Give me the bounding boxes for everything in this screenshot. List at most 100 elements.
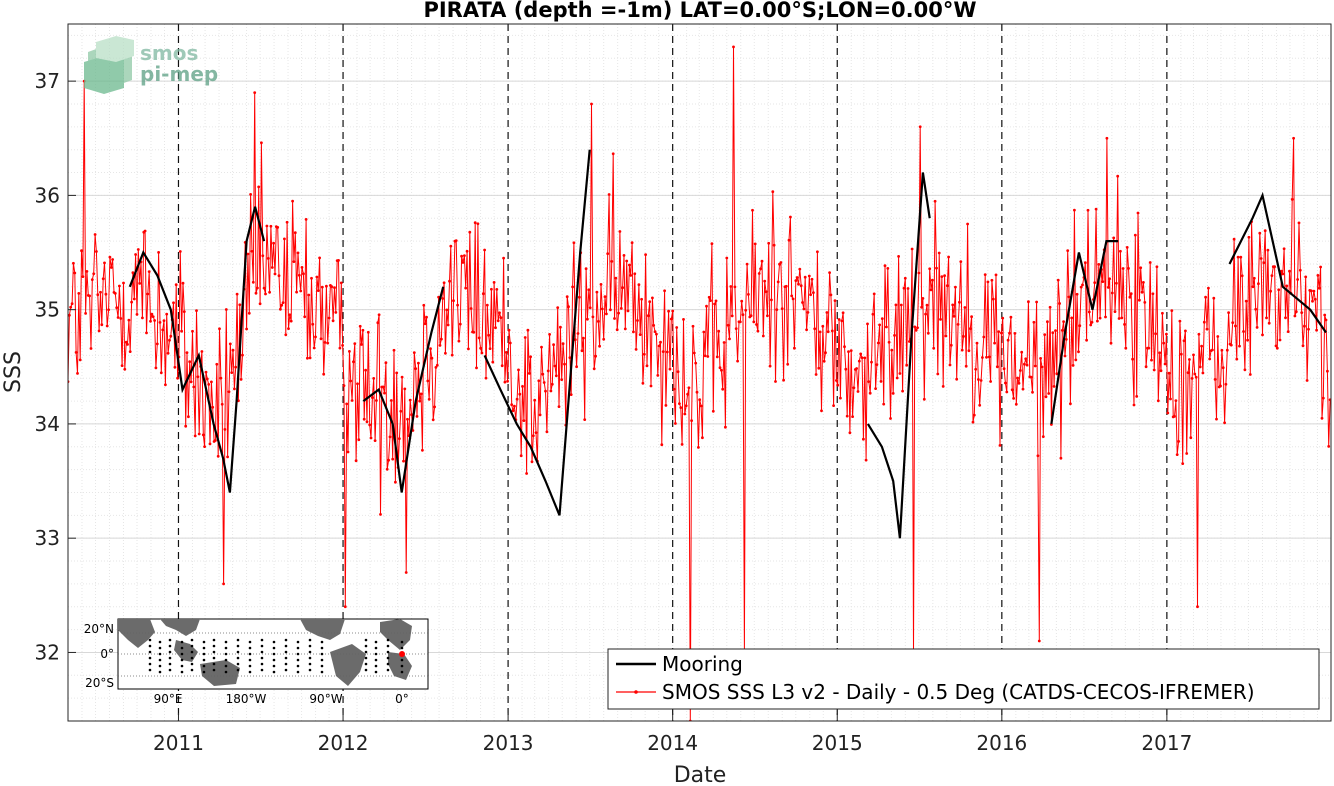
smos-point	[866, 322, 869, 326]
inset-buoy-dot	[364, 638, 368, 642]
inset-buoy-dot	[284, 644, 288, 648]
smos-point	[207, 383, 211, 386]
inset-buoy-dot	[272, 670, 276, 674]
inset-buoy-dot	[296, 664, 300, 668]
smos-point	[902, 286, 906, 290]
smos-point	[981, 356, 984, 359]
smos-point	[80, 249, 83, 253]
smos-point	[845, 414, 849, 418]
smos-point	[753, 242, 757, 246]
smos-point	[841, 311, 845, 315]
inset-buoy-dot	[308, 638, 312, 642]
smos-point	[368, 423, 372, 427]
smos-point	[465, 249, 469, 253]
smos-point	[1031, 390, 1034, 394]
smos-point	[812, 291, 815, 294]
smos-point	[1178, 319, 1182, 323]
smos-point	[1115, 281, 1118, 285]
smos-point	[414, 367, 418, 370]
smos-point	[214, 439, 217, 442]
inset-buoy-dot	[320, 646, 324, 650]
smos-point	[195, 309, 198, 312]
smos-point	[433, 405, 436, 409]
smos-point	[1008, 331, 1011, 335]
y-tick-label: 34	[35, 412, 60, 436]
smos-point	[1232, 237, 1236, 241]
smos-point	[284, 333, 288, 337]
smos-point	[1135, 395, 1139, 398]
smos-point	[384, 361, 388, 365]
smos-point	[504, 351, 508, 354]
smos-point	[312, 346, 316, 350]
smos-point	[218, 327, 221, 331]
smos-point	[1175, 453, 1179, 456]
smos-point	[323, 341, 327, 344]
smos-point	[136, 248, 140, 251]
smos-point	[484, 376, 488, 380]
smos-point	[430, 356, 434, 360]
smos-point	[74, 351, 78, 354]
logo-text-smos: smos	[140, 41, 198, 65]
smos-point	[645, 364, 649, 368]
smos-point	[1101, 280, 1105, 283]
smos-point	[862, 437, 865, 441]
inset-buoy-dot	[364, 650, 368, 654]
smos-point	[348, 350, 351, 353]
smos-point	[1265, 316, 1268, 320]
smos-point	[127, 318, 131, 322]
smos-point	[130, 300, 134, 304]
smos-point	[1315, 328, 1318, 332]
smos-point	[77, 292, 81, 295]
smos-point	[522, 419, 526, 422]
smos-point	[1121, 267, 1125, 270]
smos-point	[1174, 399, 1178, 402]
smos-point	[1064, 338, 1068, 341]
smos-point	[1294, 310, 1298, 314]
inset-buoy-dot	[296, 658, 300, 662]
smos-point	[150, 312, 154, 316]
smos-point	[1262, 261, 1266, 265]
smos-point	[1301, 344, 1305, 348]
smos-point	[871, 312, 875, 316]
smos-point	[1208, 357, 1212, 361]
smos-point	[1147, 346, 1151, 350]
smos-point	[1005, 390, 1009, 394]
smos-point	[356, 382, 359, 386]
y-axis-label: SSS	[1, 351, 26, 393]
smos-point	[1159, 369, 1163, 373]
smos-point	[711, 409, 715, 413]
smos-point	[705, 304, 708, 308]
smos-point	[916, 326, 919, 330]
smos-point	[717, 329, 721, 333]
smos-point	[676, 370, 680, 374]
smos-point	[883, 264, 887, 268]
smos-point	[1257, 282, 1260, 286]
smos-point	[789, 215, 792, 219]
smos-point	[918, 125, 922, 129]
smos-point	[276, 226, 280, 229]
smos-point	[104, 292, 108, 296]
smos-point	[1127, 267, 1130, 270]
smos-point	[1018, 369, 1022, 372]
inset-buoy-dot	[236, 638, 240, 642]
smos-point	[622, 254, 626, 257]
x-tick-label: 2016	[976, 731, 1027, 755]
smos-point	[1051, 331, 1055, 335]
smos-point	[714, 299, 718, 303]
smos-point	[345, 402, 349, 406]
inset-buoy-dot	[148, 650, 152, 654]
mooring-line-segment	[362, 286, 445, 493]
smos-point	[188, 360, 192, 364]
smos-point	[1063, 354, 1067, 358]
inset-buoy-dot	[248, 652, 252, 656]
smos-point	[1290, 198, 1294, 201]
smos-point	[346, 450, 350, 454]
smos-point	[372, 377, 376, 380]
mooring-line-segment	[1228, 191, 1327, 334]
smos-point	[1305, 379, 1309, 382]
smos-point	[741, 313, 745, 317]
smos-point	[692, 351, 696, 355]
smos-point	[698, 398, 702, 402]
smos-point	[480, 351, 484, 355]
inset-buoy-dot	[168, 638, 172, 642]
